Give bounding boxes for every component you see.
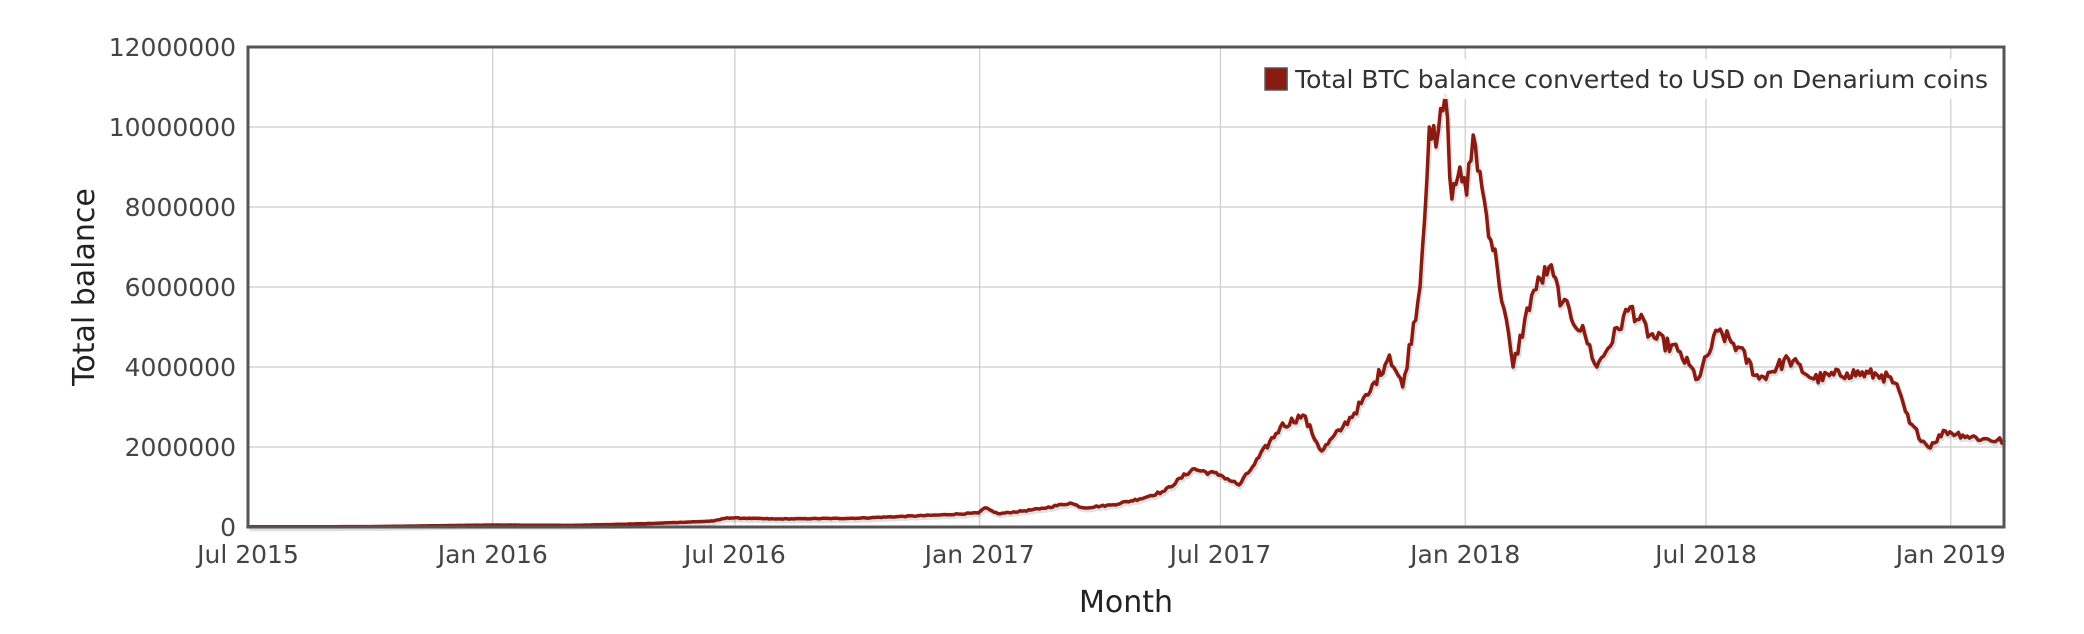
legend-label: Total BTC balance converted to USD on De… bbox=[1294, 65, 1988, 94]
x-tick-label: Jan 2017 bbox=[923, 540, 1035, 569]
y-tick-label: 8000000 bbox=[125, 193, 236, 222]
x-tick-label: Jul 2016 bbox=[682, 540, 786, 569]
x-axis-ticks: Jul 2015 Jan 2016 Jul 2016 Jan 2017 Jul 2017… bbox=[195, 540, 2006, 569]
x-axis-title: Month bbox=[1079, 585, 1173, 620]
x-tick-label: Jan 2018 bbox=[1408, 540, 1520, 569]
x-tick-label: Jan 2019 bbox=[1894, 540, 2006, 569]
legend: Total BTC balance converted to USD on De… bbox=[1257, 59, 1998, 99]
series-layer bbox=[246, 93, 2007, 532]
x-tick-label: Jul 2015 bbox=[195, 540, 299, 569]
y-tick-label: 0 bbox=[220, 513, 236, 542]
series-line-total-btc-balance bbox=[246, 93, 2006, 529]
y-axis-ticks: 0 2000000 4000000 6000000 8000000 10000000 120… bbox=[109, 33, 236, 542]
y-tick-label: 4000000 bbox=[125, 353, 236, 382]
y-axis-title: Total balance bbox=[67, 188, 102, 387]
x-tick-label: Jan 2016 bbox=[436, 540, 548, 569]
series-line-shadow bbox=[248, 94, 2007, 532]
y-tick-label: 6000000 bbox=[125, 273, 236, 302]
legend-background bbox=[1257, 59, 1998, 99]
plot-frame bbox=[246, 45, 2006, 529]
y-tick-label: 10000000 bbox=[109, 113, 236, 142]
x-tick-label: Jul 2017 bbox=[1168, 540, 1272, 569]
x-tick-label: Jul 2018 bbox=[1653, 540, 1757, 569]
grid-lines bbox=[247, 46, 2004, 528]
legend-swatch bbox=[1264, 67, 1288, 91]
y-tick-label: 2000000 bbox=[125, 433, 236, 462]
y-tick-label: 12000000 bbox=[109, 33, 236, 62]
